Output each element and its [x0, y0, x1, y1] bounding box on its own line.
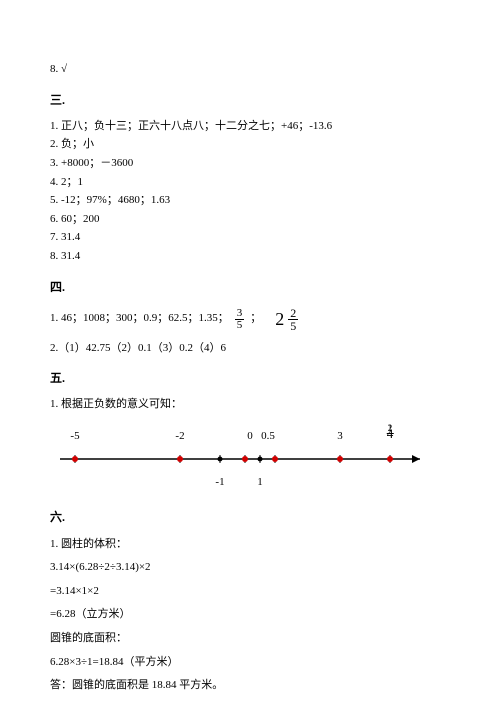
frac-den: 5 [235, 320, 245, 331]
mixed-fraction-2-5: 2 5 [288, 307, 298, 332]
number-line-svg [50, 450, 430, 468]
sec6-line-2: 3.14×(6.28÷2÷3.14)×2 [50, 559, 450, 577]
nl-upper-labels: -5 -2 0 0.5 3 4 1 2 [50, 428, 430, 450]
section-3-heading: 三. [50, 91, 450, 110]
mixed-num: 2 [288, 307, 298, 320]
number-line: -5 -2 0 0.5 3 4 1 2 -1 1 [50, 428, 430, 491]
sec3-line-3: 3. +8000；－3600 [50, 155, 450, 173]
sec4-line-2: 2.（1）42.75（2）0.1（3）0.2（4）6 [50, 340, 450, 358]
nl-label-m2: -2 [175, 428, 184, 446]
sec6-line-4: =6.28（立方米） [50, 606, 450, 624]
sec6-line-6: 6.28×3÷1=18.84（平方米） [50, 654, 450, 672]
sec6-line-5: 圆锥的底面积： [50, 630, 450, 648]
nl-label-0: 0 [247, 428, 253, 446]
sec3-line-4: 4. 2；1 [50, 174, 450, 192]
nl-lower-labels: -1 1 [50, 474, 430, 490]
nl-4half-den: 2 [387, 424, 394, 433]
nl-label-3: 3 [337, 428, 343, 446]
sec3-line-5: 5. -12；97%；4680；1.63 [50, 192, 450, 210]
frac-num: 3 [235, 308, 245, 320]
sec4-line1-prefix: 1. 46；1008；300；0.9；62.5；1.35； [50, 310, 229, 328]
section-4-heading: 四. [50, 278, 450, 297]
mixed-den: 5 [288, 320, 298, 332]
fraction-3-5: 3 5 [235, 308, 245, 331]
sec3-line-8: 8. 31.4 [50, 248, 450, 266]
nl-label-05: 0.5 [261, 428, 275, 446]
sec6-line-1: 1. 圆柱的体积： [50, 536, 450, 554]
sep: ； [250, 310, 261, 328]
sec5-line-1: 1. 根据正负数的意义可知： [50, 396, 450, 414]
sec3-line-6: 6. 60；200 [50, 211, 450, 229]
nl-label-p1: 1 [257, 474, 263, 492]
section-6-heading: 六. [50, 508, 450, 527]
item-8: 8. √ [50, 61, 450, 79]
sec4-line-1: 1. 46；1008；300；0.9；62.5；1.35； 3 5 ； 2 2 … [50, 305, 450, 334]
nl-label-m1: -1 [215, 474, 224, 492]
mixed-int: 2 [275, 305, 284, 334]
nl-label-m5: -5 [70, 428, 79, 446]
section-5-heading: 五. [50, 369, 450, 388]
sec6-line-3: =3.14×1×2 [50, 583, 450, 601]
sec3-line-7: 7. 31.4 [50, 229, 450, 247]
sec3-line-2: 2. 负；小 [50, 136, 450, 154]
sec6-line-7: 答：圆锥的底面积是 18.84 平方米。 [50, 677, 450, 695]
sec3-line-1: 1. 正八；负十三；正六十八点八；十二分之七；+46；-13.6 [50, 118, 450, 136]
